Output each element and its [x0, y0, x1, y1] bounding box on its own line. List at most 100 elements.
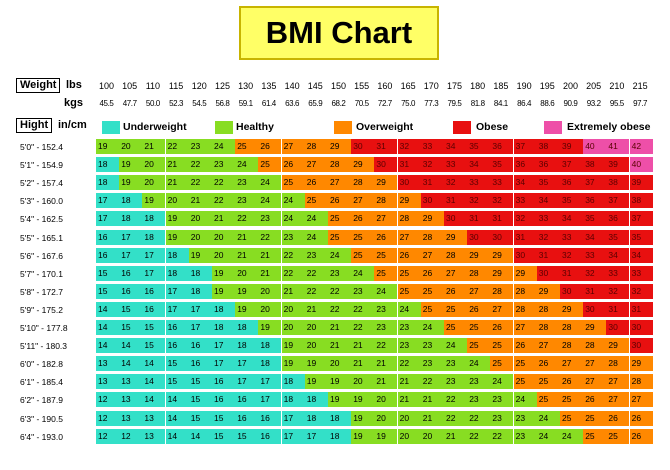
bmi-cell: 18: [328, 428, 351, 444]
bmi-cell: 21: [258, 265, 282, 281]
legend-label-underweight: Underweight: [123, 121, 187, 133]
bmi-cell: 25: [351, 247, 375, 263]
kgs-value: 59.1: [238, 99, 253, 108]
bmi-cell: 14: [142, 356, 166, 372]
bmi-cell: 13: [96, 374, 119, 390]
bmi-cell: 30: [374, 157, 398, 173]
lbs-value: 205: [586, 81, 602, 91]
legend-label-obese: Obese: [476, 121, 509, 133]
lbs-value: 125: [214, 81, 231, 91]
bmi-cell: 25: [281, 175, 305, 191]
bmi-cell: 23: [397, 338, 421, 354]
bmi-cell: 22: [444, 410, 467, 426]
bmi-cell: 19: [142, 193, 166, 209]
bmi-cell: 16: [142, 283, 166, 299]
bmi-cell: 29: [560, 301, 583, 317]
bmi-cell: 21: [397, 392, 421, 408]
bmi-cell: 20: [212, 247, 235, 263]
bmi-cell: 34: [629, 247, 653, 263]
bmi-cell: 20: [304, 320, 328, 335]
bmi-cell: 33: [444, 157, 467, 173]
bmi-cell: 36: [583, 193, 607, 209]
bmi-cell: 23: [397, 320, 421, 335]
bmi-cell: 19: [119, 175, 143, 191]
bmi-cell: 21: [374, 356, 398, 372]
bmi-cell: 19: [351, 428, 375, 444]
lbs-value: 145: [307, 81, 323, 91]
bmi-cell: 23: [328, 265, 351, 281]
bmi-cell: 30: [560, 283, 583, 299]
height-row-label: 6'0" - 182.8: [20, 359, 63, 370]
bmi-cell: 29: [444, 229, 467, 245]
bmi-cell: 31: [397, 157, 421, 173]
bmi-cell: 36: [536, 157, 560, 173]
bmi-cell: 16: [235, 410, 259, 426]
bmi-cell: 19: [235, 283, 259, 299]
bmi-cell: 25: [467, 320, 491, 335]
bmi-cell: 36: [606, 211, 630, 227]
bmi-cell: 15: [119, 320, 143, 335]
bmi-cell: 24: [258, 175, 282, 191]
bmi-cell: 20: [281, 320, 305, 335]
bmi-cell: 31: [629, 301, 653, 317]
bmi-cell: 21: [397, 374, 421, 390]
bmi-cell: 22: [351, 320, 375, 335]
bmi-cell: 18: [96, 157, 119, 173]
bmi-cell: 25: [513, 356, 537, 372]
bmi-cell: 23: [304, 247, 328, 263]
bmi-cell: 30: [629, 320, 653, 335]
bmi-cell: 19: [96, 139, 119, 154]
bmi-cell: 34: [513, 175, 537, 191]
bmi-cell: 27: [328, 175, 351, 191]
bmi-cell: 18: [142, 211, 166, 227]
bmi-cell: 17: [96, 193, 119, 209]
bmi-cell: 21: [444, 428, 467, 444]
bmi-cell: 24: [490, 374, 514, 390]
bmi-cell: 15: [165, 374, 189, 390]
bmi-cell: 14: [96, 301, 119, 317]
bmi-cell: 33: [536, 211, 560, 227]
bmi-cell: 25: [444, 320, 467, 335]
lbs-value: 200: [562, 81, 579, 91]
bmi-cell: 16: [165, 320, 189, 335]
bmi-cell: 36: [560, 175, 583, 191]
bmi-cell: 26: [397, 247, 421, 263]
bmi-cell: 25: [420, 283, 444, 299]
lbs-value: 160: [377, 81, 393, 91]
bmi-cell: 15: [188, 374, 212, 390]
bmi-cell: 22: [188, 157, 212, 173]
bmi-cell: 15: [142, 338, 166, 354]
bmi-cell: 25: [304, 193, 328, 209]
bmi-cell: 18: [142, 229, 166, 245]
bmi-cell: 13: [119, 410, 143, 426]
bmi-cell: 34: [536, 193, 560, 209]
bmi-cell: 32: [629, 283, 653, 299]
bmi-cell: 23: [235, 175, 259, 191]
bmi-cell: 17: [258, 374, 282, 390]
bmi-cell: 18: [212, 320, 235, 335]
bmi-cell: 39: [606, 157, 630, 173]
bmi-cell: 28: [583, 338, 607, 354]
bmi-cell: 28: [420, 229, 444, 245]
bmi-cell: 28: [467, 265, 491, 281]
bmi-cell: 16: [96, 247, 119, 263]
bmi-cell: 14: [96, 320, 119, 335]
bmi-cell: 17: [188, 320, 212, 335]
bmi-cell: 14: [165, 428, 189, 444]
bmi-cell: 28: [560, 320, 583, 335]
bmi-cell: 24: [304, 229, 328, 245]
bmi-cell: 17: [142, 247, 166, 263]
kgs-value: 50.0: [145, 99, 160, 108]
bmi-cell: 23: [374, 301, 398, 317]
bmi-cell: 15: [96, 283, 119, 299]
bmi-cell: 13: [119, 392, 143, 408]
legend-swatch-healthy: [215, 121, 233, 134]
bmi-cell: 22: [304, 283, 328, 299]
lbs-value: 185: [493, 81, 509, 91]
bmi-cell: 25: [490, 356, 514, 372]
height-row-label: 5'3" - 160.0: [20, 196, 63, 207]
bmi-cell: 20: [328, 356, 351, 372]
bmi-cell: 19: [165, 229, 189, 245]
bmi-cell: 37: [583, 175, 607, 191]
bmi-cell: 23: [467, 374, 491, 390]
